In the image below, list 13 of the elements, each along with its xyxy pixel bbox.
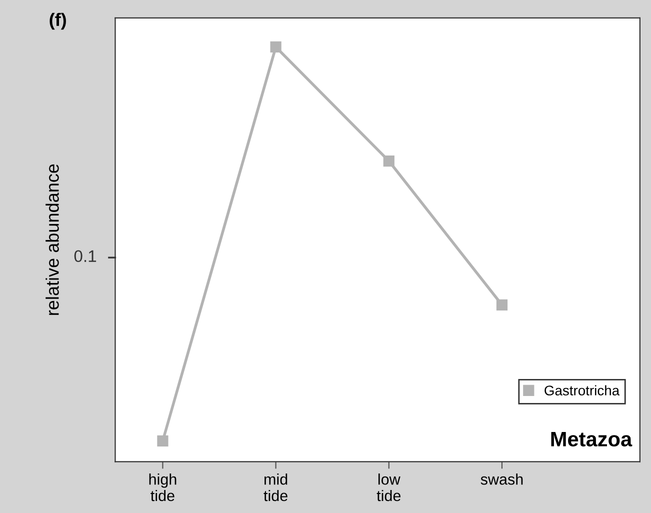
text: (f) (50, 12, 66, 30)
legend-label: Gastrotricha (544, 385, 620, 396)
point (270, 41, 282, 53)
point (496, 299, 508, 310)
point (383, 155, 394, 167)
text: Metazoa (551, 432, 632, 446)
x-tick-label: low tide (376, 474, 401, 502)
x-tick-label: mid tide (264, 474, 288, 502)
y-axis-title: relative abundance (46, 164, 59, 315)
x-tick-label: swash (480, 474, 523, 485)
x-tick-label: high tide (149, 474, 176, 502)
point (157, 435, 168, 447)
text: 0.1 (74, 250, 96, 262)
